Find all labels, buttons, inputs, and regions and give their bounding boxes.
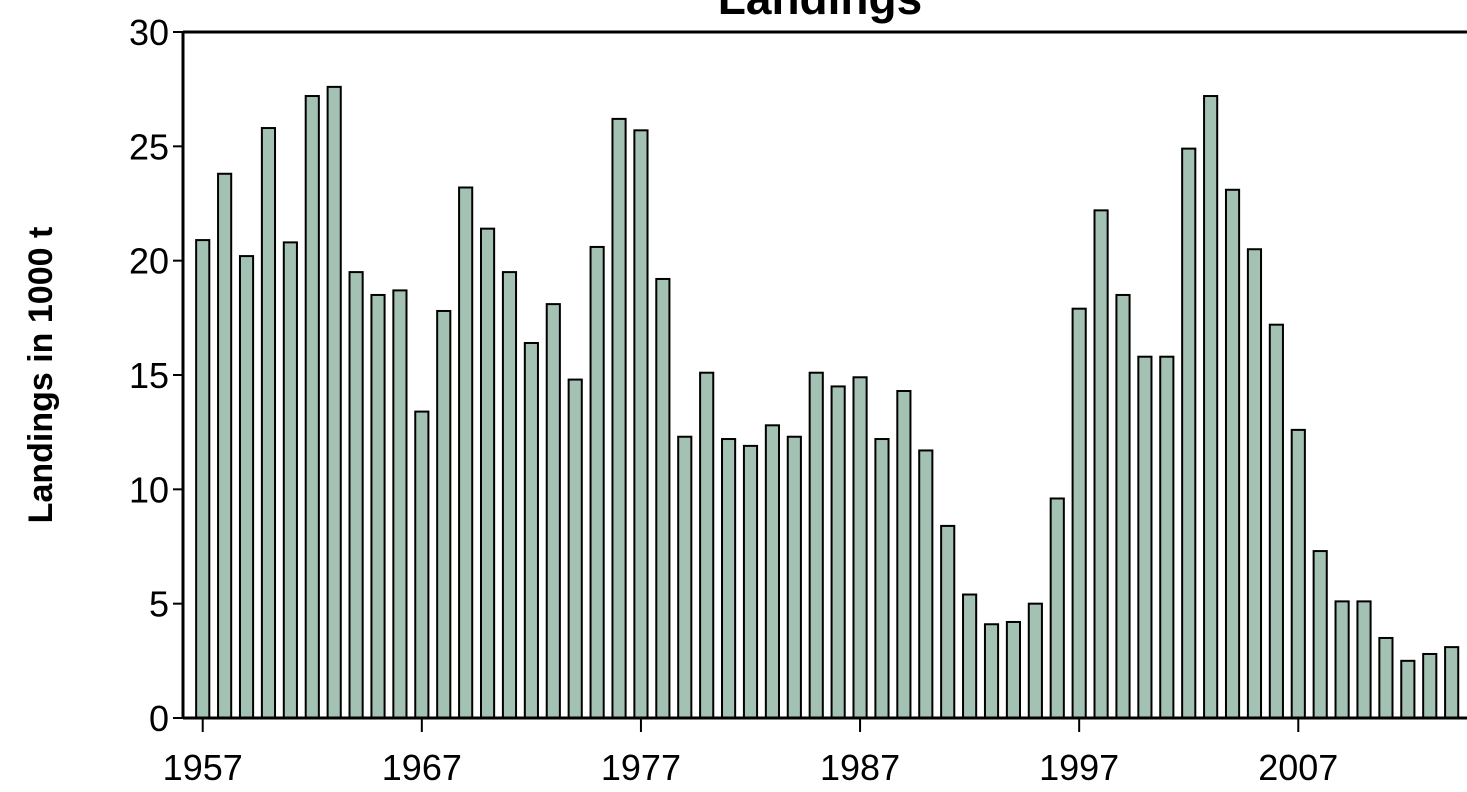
bar	[1224, 188, 1241, 719]
bar	[589, 245, 605, 720]
bar	[611, 117, 627, 720]
bar	[1027, 602, 1043, 720]
bar	[764, 424, 780, 719]
bar	[326, 85, 342, 719]
bar	[348, 271, 364, 719]
bar	[808, 371, 824, 719]
x-tick-label: 1997	[1039, 747, 1119, 788]
bar	[1005, 620, 1022, 720]
bar	[238, 255, 255, 719]
x-tick-label: 2007	[1258, 747, 1338, 788]
y-tick-label: 10	[129, 469, 169, 510]
bar	[940, 524, 956, 719]
chart-title: Landings	[718, 0, 922, 24]
bar	[545, 303, 561, 719]
bar	[370, 293, 386, 719]
bar	[436, 309, 452, 719]
bar	[282, 241, 298, 720]
bar	[874, 438, 890, 719]
bar	[1159, 355, 1175, 719]
bar	[414, 410, 430, 719]
bar	[217, 172, 233, 720]
y-tick-label: 15	[129, 355, 169, 396]
bar	[304, 95, 320, 719]
bar	[523, 341, 539, 719]
bar	[1137, 355, 1153, 719]
bar	[1400, 659, 1416, 719]
y-tick-label: 20	[129, 241, 169, 282]
bar	[918, 449, 934, 719]
bar	[1356, 600, 1372, 720]
bar	[195, 239, 211, 719]
bar	[567, 378, 583, 719]
bar	[1246, 248, 1263, 719]
bar	[962, 593, 978, 720]
bar	[830, 385, 846, 719]
x-tick-label: 1957	[163, 747, 243, 788]
bar	[1290, 428, 1306, 719]
x-tick-label: 1967	[382, 747, 462, 788]
x-tick-label: 1977	[601, 747, 681, 788]
bar	[1268, 323, 1284, 719]
y-tick-label: 30	[129, 12, 169, 53]
bar	[896, 390, 912, 719]
bar	[677, 435, 693, 719]
y-tick-label: 25	[129, 126, 169, 167]
bar	[1444, 646, 1460, 720]
bar	[1203, 95, 1219, 719]
bar	[742, 444, 759, 719]
bar	[1115, 293, 1131, 719]
bar	[501, 271, 518, 719]
y-tick-label: 5	[149, 584, 169, 625]
bar	[1093, 209, 1109, 720]
bar	[1378, 636, 1394, 720]
y-axis-label: Landings in 1000 t	[22, 227, 60, 524]
bar	[699, 371, 715, 719]
bar	[1334, 600, 1350, 720]
bar	[479, 227, 496, 720]
bar	[260, 127, 277, 720]
bar	[1181, 147, 1197, 719]
bar	[633, 129, 649, 719]
bar	[655, 277, 671, 719]
bar	[786, 435, 802, 719]
bar	[1049, 497, 1065, 720]
bar	[458, 186, 474, 719]
x-tick-label: 1987	[820, 747, 900, 788]
bar	[1071, 307, 1087, 719]
bar	[721, 438, 737, 719]
bar	[983, 623, 1000, 719]
bar	[1422, 652, 1438, 719]
bar	[852, 376, 868, 719]
y-tick-label: 0	[149, 698, 169, 739]
bar	[1312, 550, 1328, 719]
bar	[392, 289, 408, 719]
